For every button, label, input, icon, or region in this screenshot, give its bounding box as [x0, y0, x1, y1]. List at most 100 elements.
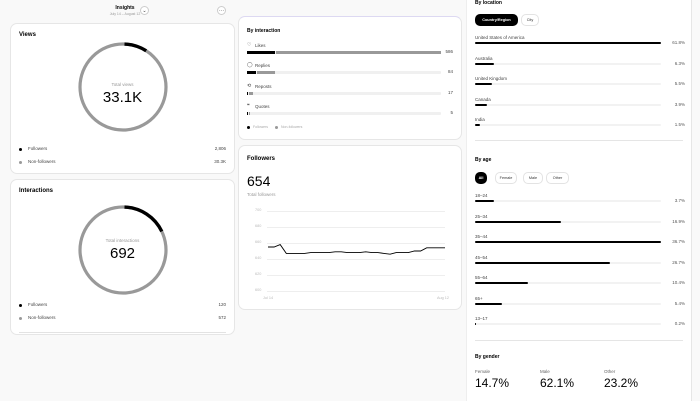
interactions-donut-chart — [78, 205, 168, 295]
location-label: United States of America — [475, 35, 525, 40]
gender-other: Other 23.2% — [604, 369, 639, 390]
followers-subtitle: Total followers — [247, 192, 276, 197]
quote-icon: ❝ — [247, 103, 250, 109]
views-title: Views — [19, 32, 36, 38]
legend-non-followers: Non-followers 572 — [19, 315, 226, 323]
location-bar — [475, 103, 661, 106]
location-bar — [475, 83, 661, 85]
age-value: 3.7% — [674, 198, 685, 203]
age-bar — [475, 323, 661, 325]
date-range: July 14 – August 12 — [109, 12, 141, 16]
location-value: 1.5% — [674, 122, 685, 127]
divider — [19, 332, 226, 333]
by-interaction-card: By interaction ♡ Likes 586 ◯ Replies 84 … — [238, 16, 462, 140]
age-value: 16.9% — [672, 218, 685, 224]
by-interaction-title: By interaction — [247, 28, 281, 34]
age-row: 25–34 16.9% — [475, 214, 685, 230]
heart-icon: ♡ — [247, 42, 252, 48]
tab-age-all[interactable]: All — [475, 172, 487, 184]
age-label: 35–44 — [475, 234, 488, 239]
legend-non-followers: Non-followers — [274, 125, 302, 129]
audience-panel: By location Country/Region City United S… — [466, 0, 692, 401]
age-value: 5.4% — [674, 300, 685, 306]
location-label: United Kingdom — [475, 76, 508, 81]
gender-female: Female 14.7% — [475, 369, 510, 390]
divider — [475, 140, 683, 141]
location-value: 6.3% — [674, 60, 685, 66]
scrollbar-track[interactable] — [692, 0, 700, 401]
age-bar — [475, 220, 661, 223]
followers-title: Followers — [247, 156, 276, 162]
by-gender-title: By gender — [475, 354, 500, 360]
repost-icon: ⟲ — [247, 83, 252, 89]
age-label: 18–24 — [475, 193, 488, 198]
location-bar — [475, 62, 661, 65]
location-bar — [475, 42, 661, 44]
page-title: Insights — [115, 5, 135, 11]
insights-header: Insights July 14 – August 12 ⌄ ··· — [0, 0, 240, 20]
age-label: 25–34 — [475, 213, 488, 219]
age-row: 18–24 3.7% — [475, 193, 685, 209]
more-options-button[interactable]: ··· — [217, 6, 226, 15]
tab-age-female[interactable]: Female — [495, 172, 517, 184]
interaction-row-reposts: ⟲ Reposts 17 — [247, 83, 453, 95]
non-followers-dot-icon — [19, 317, 22, 320]
by-age-title: By age — [475, 157, 492, 163]
views-card: Views Total views 33.1K Followers 2,806 … — [10, 23, 235, 174]
location-row: United Kingdom 5.5% — [475, 76, 685, 92]
reposts-bar — [247, 92, 441, 95]
followers-dot-icon — [19, 148, 22, 151]
age-value: 36.7% — [672, 239, 685, 244]
age-row: 45–54 26.7% — [475, 255, 685, 271]
location-value: 5.5% — [674, 81, 685, 86]
age-bar — [475, 200, 661, 202]
location-row: India 1.5% — [475, 117, 685, 133]
age-label: 55–64 — [475, 275, 488, 280]
age-bar — [475, 241, 661, 243]
legend-followers: Followers 120 — [19, 302, 226, 310]
non-followers-dot-icon — [274, 125, 278, 129]
interactions-title: Interactions — [19, 188, 54, 194]
age-bar — [475, 282, 661, 284]
location-label: India — [475, 117, 485, 122]
legend-followers: Followers — [247, 125, 268, 129]
by-interaction-legend: Followers Non-followers — [247, 125, 302, 129]
views-total-value: 33.1K — [102, 89, 143, 106]
age-value: 10.4% — [672, 280, 685, 285]
tab-country-region[interactable]: Country/Region — [475, 14, 518, 26]
location-row: Canada 3.9% — [475, 97, 685, 113]
interactions-center-label: Total interactions — [105, 238, 140, 243]
interaction-row-likes: ♡ Likes 586 — [247, 42, 453, 54]
age-row: 13–17 0.2% — [475, 316, 685, 332]
tab-city[interactable]: City — [521, 14, 539, 26]
non-followers-dot-icon — [19, 161, 22, 164]
interactions-card: Interactions Total interactions 692 Foll… — [10, 179, 235, 335]
followers-total-value: 654 — [247, 173, 271, 189]
reply-icon: ◯ — [247, 62, 253, 68]
interaction-row-replies: ◯ Replies 84 — [247, 62, 453, 74]
followers-card: Followers 654 Total followers 700 680 66… — [238, 145, 462, 310]
tab-age-other[interactable]: Other — [546, 172, 569, 184]
tab-age-male[interactable]: Male — [523, 172, 543, 184]
age-row: 35–44 36.7% — [475, 234, 685, 250]
by-location-title: By location — [475, 0, 502, 6]
age-value: 26.7% — [672, 259, 685, 265]
interactions-total-value: 692 — [109, 245, 136, 262]
location-value: 3.9% — [674, 101, 685, 107]
more-horizontal-icon: ··· — [219, 7, 224, 14]
views-center-label: Total views — [111, 82, 134, 87]
interaction-row-quotes: ❝ Quotes 5 — [247, 103, 453, 115]
chevron-down-icon: ⌄ — [142, 7, 147, 14]
age-label: 65+ — [475, 295, 483, 301]
followers-line — [268, 244, 445, 255]
quotes-bar — [247, 112, 441, 115]
age-row: 55–64 10.4% — [475, 275, 685, 291]
replies-bar — [247, 71, 441, 74]
age-row: 65+ 5.4% — [475, 296, 685, 312]
gender-male: Male 62.1% — [540, 369, 575, 390]
date-range-dropdown-button[interactable]: ⌄ — [140, 6, 149, 15]
location-value: 61.8% — [672, 40, 685, 45]
legend-non-followers: Non-followers 30.3K — [19, 159, 226, 167]
views-donut-chart — [78, 42, 168, 132]
location-label: Australia — [475, 55, 493, 61]
